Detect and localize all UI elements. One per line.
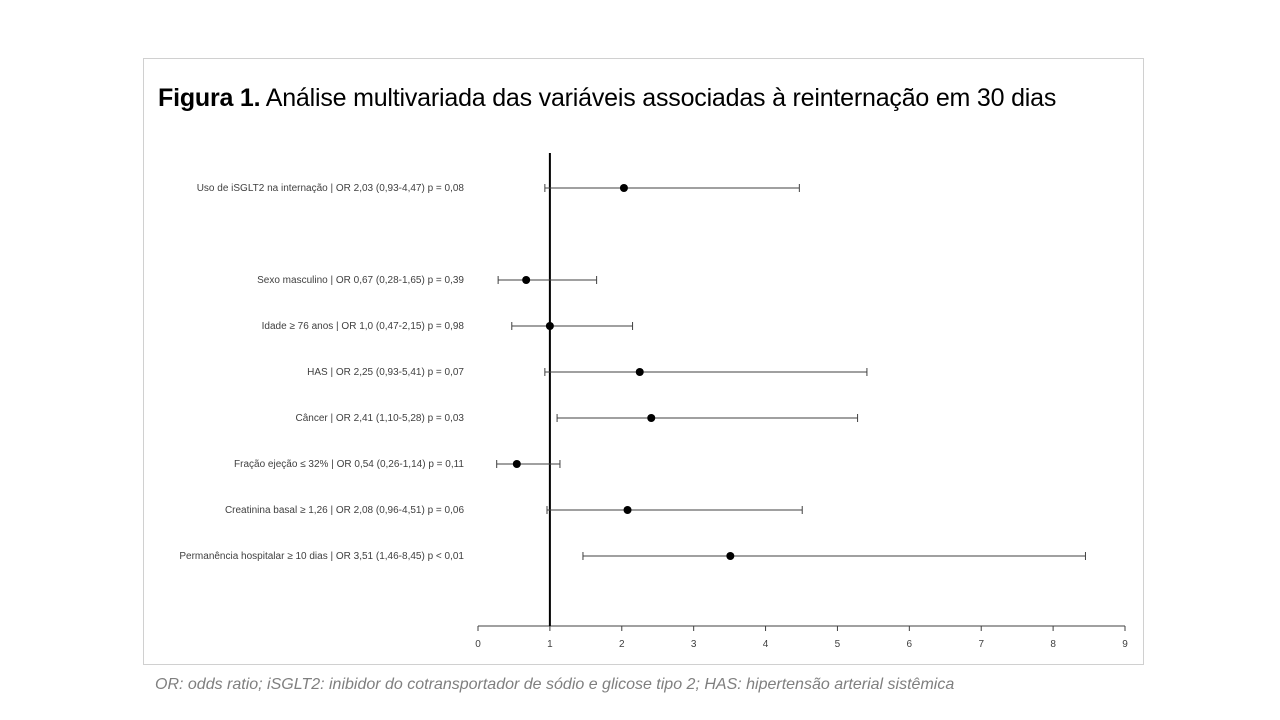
x-tick-label: 5	[835, 639, 841, 650]
figure-frame	[143, 58, 1144, 665]
figure-title-text: Análise multivariada das variáveis assoc…	[260, 84, 1057, 112]
or-point	[619, 184, 628, 192]
row-label: Creatinina basal ≥ 1,26 | OR 2,08 (0,96-…	[225, 505, 465, 516]
row-label: Idade ≥ 76 anos | OR 1,0 (0,47-2,15) p =…	[262, 321, 465, 332]
x-tick-label: 7	[978, 639, 984, 650]
row-label: HAS | OR 2,25 (0,93-5,41) p = 0,07	[307, 367, 464, 378]
row-label: Câncer | OR 2,41 (1,10-5,28) p = 0,03	[295, 413, 464, 424]
figure-title-bold: Figura 1.	[158, 84, 261, 112]
forest-rows: Uso de iSGLT2 na internação | OR 2,03 (0…	[179, 183, 1086, 562]
x-tick-label: 4	[763, 639, 769, 650]
or-point	[635, 368, 644, 376]
or-point	[726, 552, 735, 560]
or-point	[623, 506, 632, 514]
forest-row: Fração ejeção ≤ 32% | OR 0,54 (0,26-1,14…	[234, 459, 561, 470]
figure-title: Figura 1. Análise multivariada das variá…	[158, 84, 1056, 113]
x-tick-label: 6	[907, 639, 913, 650]
x-tick-label: 9	[1122, 639, 1128, 650]
footnote: OR: odds ratio; iSGLT2: inibidor do cotr…	[155, 676, 955, 693]
x-tick-label: 8	[1050, 639, 1056, 650]
forest-row: HAS | OR 2,25 (0,93-5,41) p = 0,07	[307, 367, 868, 378]
or-point	[647, 414, 656, 422]
x-axis: 0 1 2 3 4 5 6 7 8 9	[475, 625, 1128, 650]
or-point	[512, 460, 521, 468]
row-label: Permanência hospitalar ≥ 10 dias | OR 3,…	[179, 551, 464, 562]
forest-row: Permanência hospitalar ≥ 10 dias | OR 3,…	[179, 551, 1086, 562]
x-tick-label: 2	[619, 639, 625, 650]
forest-row: Uso de iSGLT2 na internação | OR 2,03 (0…	[197, 183, 800, 194]
x-tick-label: 0	[475, 639, 481, 650]
x-tick-label: 3	[691, 639, 697, 650]
forest-row: Idade ≥ 76 anos | OR 1,0 (0,47-2,15) p =…	[262, 321, 634, 332]
row-label: Uso de iSGLT2 na internação | OR 2,03 (0…	[197, 183, 465, 194]
row-label: Sexo masculino | OR 0,67 (0,28-1,65) p =…	[257, 275, 464, 286]
forest-row: Câncer | OR 2,41 (1,10-5,28) p = 0,03	[295, 413, 859, 424]
forest-row: Creatinina basal ≥ 1,26 | OR 2,08 (0,96-…	[225, 505, 803, 516]
or-point	[522, 276, 531, 284]
x-tick-label: 1	[547, 639, 553, 650]
forest-row: Sexo masculino | OR 0,67 (0,28-1,65) p =…	[257, 275, 598, 286]
row-label: Fração ejeção ≤ 32% | OR 0,54 (0,26-1,14…	[234, 459, 464, 470]
or-point	[545, 322, 554, 330]
